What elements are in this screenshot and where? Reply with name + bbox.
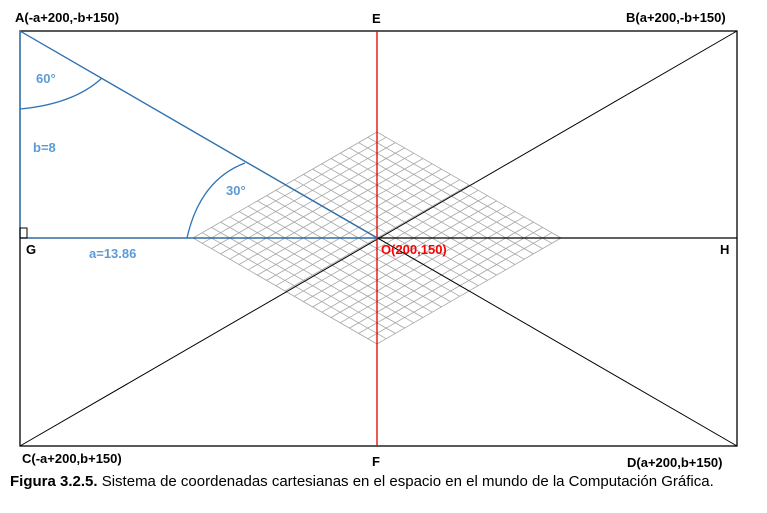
grid-line: [303, 174, 488, 281]
grid-line: [321, 163, 506, 271]
label-point-c: C(-a+200,b+150): [22, 451, 122, 466]
label-angle-30: 30°: [226, 183, 246, 198]
grid-line: [376, 131, 562, 239]
grid-line: [349, 147, 534, 255]
label-b-length: b=8: [33, 140, 56, 155]
label-point-h: H: [720, 242, 729, 257]
label-point-g: G: [26, 242, 36, 257]
grid-line: [294, 179, 479, 287]
label-point-f: F: [372, 454, 380, 469]
grid-line: [367, 136, 552, 244]
label-origin: O(200,150): [381, 242, 447, 257]
grid-line: [358, 142, 543, 249]
triangle-agO: [19, 30, 378, 239]
label-point-e: E: [372, 11, 381, 26]
label-angle-60: 60°: [36, 71, 56, 86]
grid-line: [340, 152, 525, 260]
label-a-length: a=13.86: [89, 246, 136, 261]
right-angle-marker: [19, 227, 28, 239]
label-point-d: D(a+200,b+150): [627, 455, 722, 470]
caption-text: Sistema de coordenadas cartesianas en el…: [101, 473, 714, 490]
angle-arc-60: [19, 77, 103, 110]
caption-figure-number: Figura 3.2.5.: [10, 473, 98, 490]
label-point-b: B(a+200,-b+150): [626, 10, 726, 25]
figure-caption: Figura 3.2.5. Sistema de coordenadas car…: [10, 473, 760, 491]
angle-arc-30: [186, 162, 246, 239]
grid-line: [312, 168, 497, 276]
grid-line: [330, 158, 516, 265]
label-point-a: A(-a+200,-b+150): [15, 10, 119, 25]
